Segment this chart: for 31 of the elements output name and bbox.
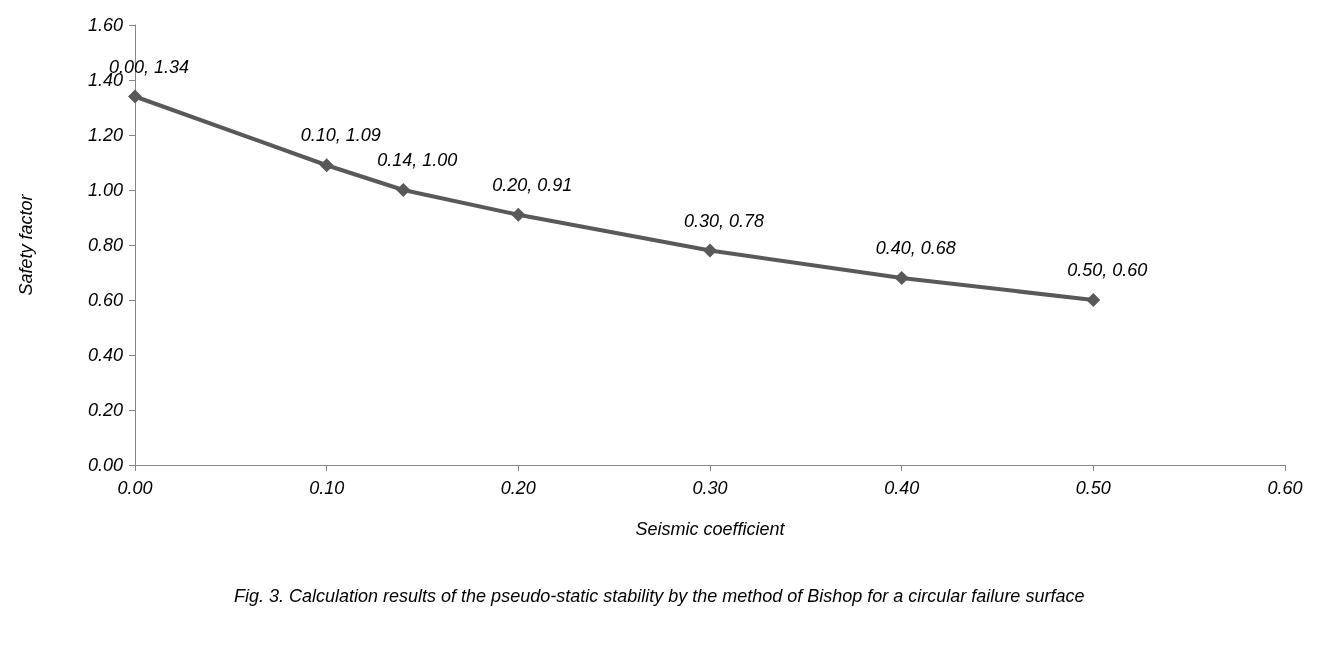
x-axis-title: Seismic coefficient [635, 519, 786, 539]
point [511, 207, 526, 222]
point [128, 89, 142, 104]
x-tick-label: 0.10 [309, 478, 345, 498]
x-tick-label: 0.50 [1075, 478, 1111, 498]
data-label: 0.20, 0.91 [492, 174, 573, 195]
y-axis-title: Safety factor [16, 193, 36, 296]
data-label: 0.10, 1.09 [300, 125, 381, 146]
y-tick-label: 0.80 [87, 235, 123, 255]
x-tick-label: 0.00 [117, 478, 153, 498]
data-label: 0.50, 0.60 [1067, 260, 1148, 280]
y-tick-label: 0.20 [87, 400, 123, 420]
y-tick-label: 0.00 [87, 455, 123, 475]
point [1086, 293, 1101, 307]
y-tick-label: 0.40 [87, 345, 123, 365]
y-tick-label: 0.60 [87, 290, 123, 310]
data-label: 0.14, 1.00 [377, 150, 458, 170]
x-tick-label: 0.20 [500, 478, 536, 498]
x-tick-label: 0.30 [692, 478, 728, 498]
data-label: 0.30, 0.78 [683, 210, 765, 231]
y-tick-label: 1.60 [87, 15, 123, 35]
y-tick-label: 1.00 [87, 180, 123, 200]
data-label: 0.40, 0.68 [875, 238, 956, 258]
point [703, 243, 717, 258]
x-tick-label: 0.40 [884, 478, 920, 498]
x-tick-label: 0.60 [1267, 478, 1303, 498]
point [396, 183, 411, 197]
caption: Fig. 3. Calculation results of the pseudo-static stability by the method of Bishop for a circular failure surface [234, 586, 1085, 606]
point [319, 158, 334, 173]
point [894, 271, 909, 285]
y-tick-label: 1.20 [87, 125, 123, 145]
